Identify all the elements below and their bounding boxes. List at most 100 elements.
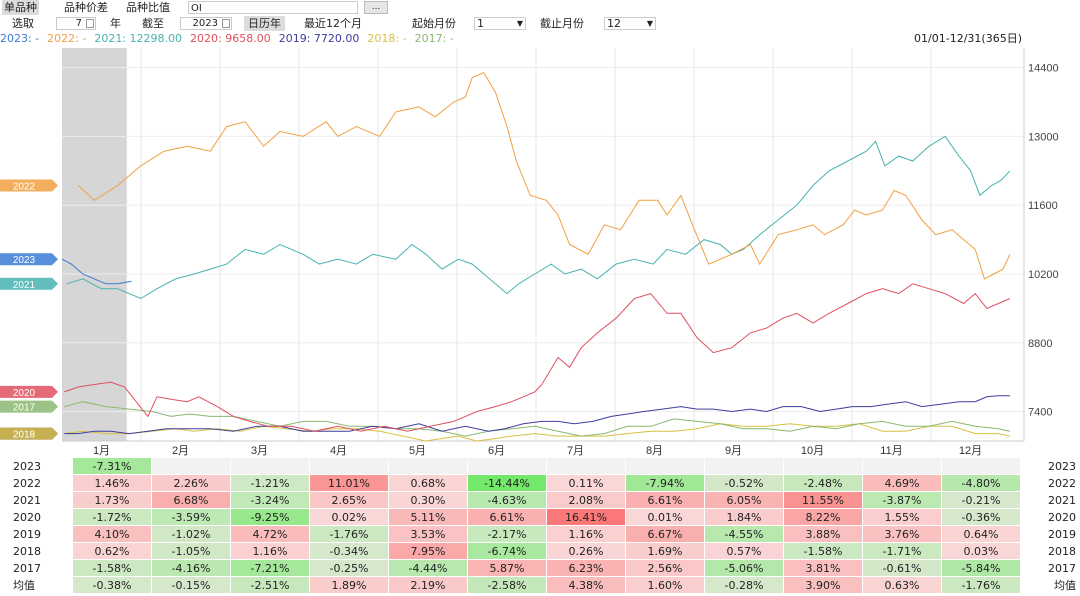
return-cell: 3.76%: [862, 525, 942, 543]
tab-ratio[interactable]: 品种比值: [126, 1, 170, 14]
series-line-2017: [64, 401, 1011, 437]
y-tick-label: 11600: [1028, 200, 1058, 212]
until-label: 截至: [142, 17, 164, 30]
series-tag-2021: 2021: [0, 277, 58, 291]
until-stepper[interactable]: 2023: [180, 17, 232, 30]
return-cell: 6.05%: [704, 491, 784, 509]
row-year-label: 2017: [0, 559, 73, 577]
spinner-icon[interactable]: [222, 19, 230, 28]
return-cell: -3.24%: [230, 491, 310, 509]
legend-item-2019[interactable]: 2019: 7720.00: [278, 32, 360, 45]
return-cell: -2.48%: [783, 474, 863, 492]
end-month-label: 截止月份: [540, 17, 584, 30]
x-tick-label: 6月: [488, 445, 505, 457]
return-cell: -1.72%: [72, 508, 152, 526]
return-cell: -1.71%: [862, 542, 942, 560]
return-cell: 5.11%: [388, 508, 468, 526]
x-tick-label: 11月: [880, 445, 902, 457]
x-tick-label: 5月: [409, 445, 426, 457]
start-month-select[interactable]: 1 ▼: [474, 17, 526, 30]
legend-item-2021[interactable]: 2021: 12298.00: [94, 32, 183, 45]
return-cell: 4.69%: [862, 474, 942, 492]
row-year-label: 均值: [0, 576, 73, 594]
return-cell: 2.26%: [151, 474, 231, 492]
return-cell: 2.56%: [625, 559, 705, 577]
return-cell: [783, 457, 863, 475]
return-cell: -0.61%: [862, 559, 942, 577]
return-cell: -9.25%: [230, 508, 310, 526]
table-row: 2022 1.46% 2.26% -1.21% 11.01% 0.68% -14.44% 0.…: [0, 474, 1080, 492]
return-cell: -5.06%: [704, 559, 784, 577]
legend-item-2023[interactable]: 2023: -: [0, 32, 40, 45]
monthly-returns-table: 2023 -7.31% 2023 2022 1.46% 2.26% -1.21% 11.01%…: [0, 457, 1080, 594]
return-cell: 1.69%: [625, 542, 705, 560]
start-month-value: 1: [477, 17, 484, 30]
top-tab-bar: 单品种 品种价差 品种比值 OI ...: [0, 0, 1080, 15]
start-month-label: 起始月份: [412, 17, 456, 30]
row-year-label: 2020: [0, 508, 73, 526]
return-cell: 0.62%: [72, 542, 152, 560]
return-cell: -14.44%: [467, 474, 547, 492]
tab-spread[interactable]: 品种价差: [64, 1, 108, 14]
return-cell: 5.87%: [467, 559, 547, 577]
return-cell: 0.01%: [625, 508, 705, 526]
return-cell: -1.05%: [151, 542, 231, 560]
y-tick-label: 13000: [1028, 131, 1059, 143]
return-cell: -0.15%: [151, 576, 231, 594]
return-cell: -4.55%: [704, 525, 784, 543]
return-cell: -1.02%: [151, 525, 231, 543]
recent-12-months-button[interactable]: 最近12个月: [304, 17, 362, 30]
return-cell: 6.67%: [625, 525, 705, 543]
x-tick-label: 9月: [725, 445, 742, 457]
years-stepper[interactable]: 7: [56, 17, 96, 30]
end-month-select[interactable]: 12 ▼: [604, 17, 656, 30]
svg-text:2018: 2018: [13, 430, 36, 441]
return-cell: 1.60%: [625, 576, 705, 594]
series-line-2019: [64, 395, 1010, 435]
chevron-down-icon: ▼: [646, 19, 653, 28]
row-year-label-right: 2022: [1020, 474, 1080, 492]
end-month-value: 12: [607, 17, 621, 30]
series-tag-2020: 2020: [0, 385, 58, 399]
return-cell: 1.89%: [309, 576, 389, 594]
legend-item-2022[interactable]: 2022: -: [47, 32, 87, 45]
y-tick-label: 10200: [1028, 269, 1059, 281]
select-label: 选取: [12, 17, 34, 30]
legend-item-2017[interactable]: 2017: -: [414, 32, 454, 45]
return-cell: -1.76%: [309, 525, 389, 543]
symbol-input[interactable]: OI: [188, 1, 358, 14]
return-cell: -0.21%: [941, 491, 1021, 509]
return-cell: -0.52%: [704, 474, 784, 492]
return-cell: 6.61%: [625, 491, 705, 509]
return-cell: 6.61%: [467, 508, 547, 526]
return-cell: [704, 457, 784, 475]
return-cell: 3.90%: [783, 576, 863, 594]
return-cell: -2.17%: [467, 525, 547, 543]
chevron-down-icon: ▼: [516, 19, 523, 28]
row-year-label-right: 2017: [1020, 559, 1080, 577]
legend-item-2018[interactable]: 2018: -: [367, 32, 407, 45]
series-line-2021: [66, 135, 1011, 300]
legend-item-2020[interactable]: 2020: 9658.00: [190, 32, 271, 45]
svg-text:2022: 2022: [13, 182, 36, 193]
more-button[interactable]: ...: [364, 1, 388, 14]
calendar-year-button[interactable]: 日历年: [244, 16, 285, 31]
return-cell: 1.55%: [862, 508, 942, 526]
return-cell: 3.88%: [783, 525, 863, 543]
return-cell: [388, 457, 468, 475]
table-row: 2017 -1.58% -4.16% -7.21% -0.25% -4.44% 5.87% 6…: [0, 559, 1080, 577]
series-tag-2017: 2017: [0, 400, 58, 414]
return-cell: 2.19%: [388, 576, 468, 594]
return-cell: 0.11%: [546, 474, 626, 492]
return-cell: 0.30%: [388, 491, 468, 509]
return-cell: [625, 457, 705, 475]
x-tick-label: 1月: [93, 445, 110, 457]
row-year-label-right: 2023: [1020, 457, 1080, 475]
tab-single[interactable]: 单品种: [2, 0, 39, 15]
return-cell: [546, 457, 626, 475]
spinner-icon[interactable]: [86, 19, 94, 28]
return-cell: [941, 457, 1021, 475]
return-cell: 0.26%: [546, 542, 626, 560]
return-cell: 11.01%: [309, 474, 389, 492]
return-cell: 6.23%: [546, 559, 626, 577]
